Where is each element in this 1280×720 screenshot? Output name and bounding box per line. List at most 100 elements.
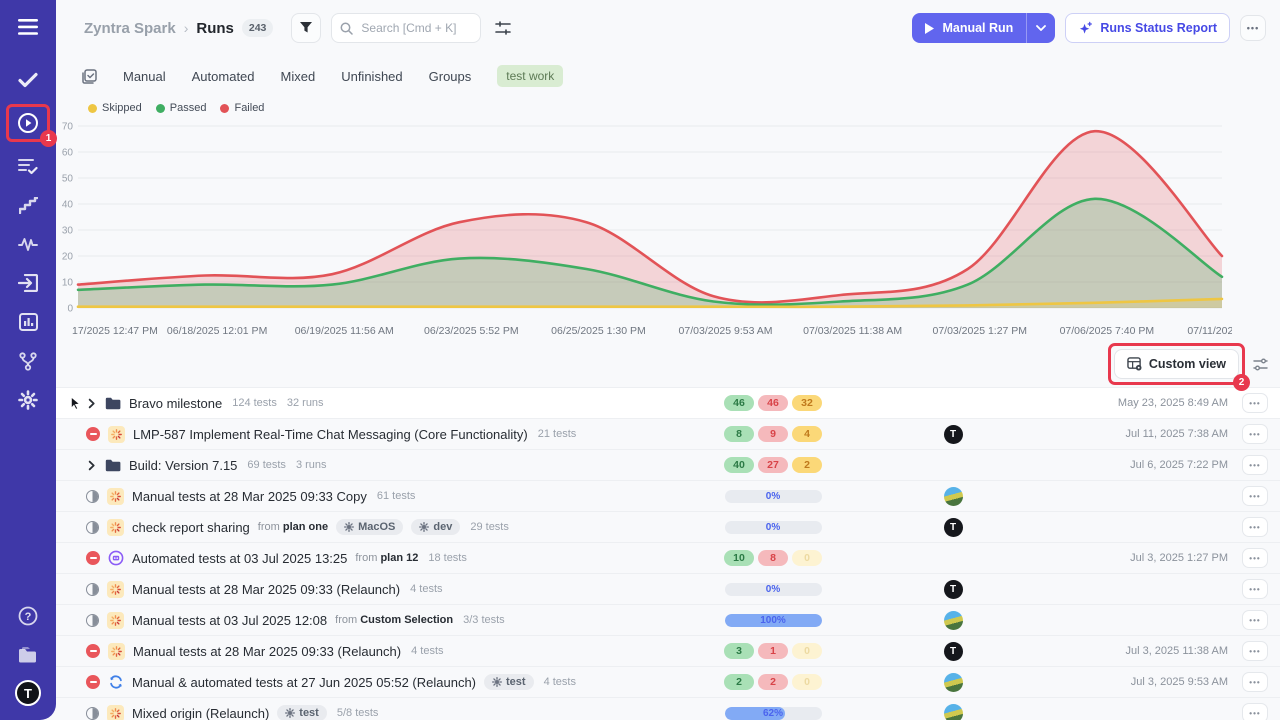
run-meta: 21 tests	[537, 428, 577, 440]
select-runs-icon[interactable]	[82, 68, 97, 84]
row-menu-button[interactable]: •••	[1242, 672, 1268, 692]
table-row[interactable]: LMP-587 Implement Real-Time Chat Messagi…	[56, 419, 1280, 450]
in-progress-status-icon	[86, 582, 99, 596]
table-row[interactable]: Mixed origin (Relaunch) test 5/8 tests 62% •…	[56, 698, 1280, 720]
assignee-avatar	[943, 672, 963, 692]
run-title: Manual tests at 28 Mar 2025 09:33 (Relau…	[133, 643, 402, 659]
table-row[interactable]: Manual & automated tests at 27 Jun 2025 …	[56, 667, 1280, 698]
sidebar-item-activity[interactable]	[10, 229, 46, 259]
assignee-avatar: T	[943, 517, 963, 537]
table-row[interactable]: Bravo milestone 124 tests 32 runs 46 46 32 May…	[56, 388, 1280, 419]
manual-origin-icon	[107, 704, 124, 720]
tab-unfinished[interactable]: Unfinished	[341, 68, 403, 84]
legend-item-passed[interactable]: Passed	[155, 102, 207, 114]
x-tick-label: 07/03/2025 11:38 AM	[803, 325, 903, 337]
skipped-count-badge: 0	[792, 643, 822, 659]
breadcrumb-project[interactable]: Zyntra Spark	[84, 19, 176, 37]
passed-count-badge: 40	[724, 457, 754, 473]
account-avatar[interactable]: T	[15, 680, 41, 706]
sidebar-item-runs[interactable]	[10, 108, 46, 138]
manual-run-dropdown-button[interactable]	[1027, 13, 1055, 43]
tab-automated[interactable]: Automated	[191, 68, 255, 84]
menu-icon[interactable]	[10, 12, 46, 42]
sidebar-item-settings[interactable]	[10, 385, 46, 415]
legend-label: Passed	[169, 102, 207, 114]
progress-bar: 100%	[724, 613, 822, 627]
header-more-button[interactable]: •••	[1240, 15, 1266, 41]
search-input[interactable]	[359, 20, 470, 36]
table-row[interactable]: Manual tests at 03 Jul 2025 12:08 from Cu…	[56, 605, 1280, 636]
sparkles-icon	[1080, 21, 1093, 34]
sidebar-item-requirements[interactable]	[10, 268, 46, 298]
row-menu-button[interactable]: •••	[1242, 579, 1268, 599]
table-row[interactable]: Automated tests at 03 Jul 2025 13:25 from…	[56, 543, 1280, 574]
help-icon[interactable]: ?	[10, 601, 46, 631]
stopped-status-icon	[86, 551, 100, 565]
run-meta: 4 tests	[410, 583, 443, 595]
expand-chevron-icon[interactable]	[86, 460, 97, 471]
table-row[interactable]: check report sharing from plan one MacOS de…	[56, 512, 1280, 543]
run-result: 10 8 0	[718, 550, 828, 566]
skipped-count-badge: 0	[792, 550, 822, 566]
x-tick-label: 07/03/2025 1:27 PM	[932, 325, 1028, 337]
table-row[interactable]: Manual tests at 28 Mar 2025 09:33 (Relau…	[56, 636, 1280, 667]
mouse-cursor-icon	[69, 395, 82, 415]
sidebar-item-tests[interactable]	[10, 65, 46, 95]
filter-tag-test-work[interactable]: test work	[497, 65, 564, 87]
table-toolbar: Custom view 2	[56, 341, 1280, 391]
sidebar-item-milestones[interactable]	[10, 190, 46, 220]
in-progress-status-icon	[86, 520, 99, 534]
legend-item-skipped[interactable]: Skipped	[88, 102, 142, 114]
manual-run-button[interactable]: Manual Run	[912, 13, 1026, 43]
documents-icon[interactable]	[10, 640, 46, 670]
legend-item-failed[interactable]: Failed	[220, 102, 264, 114]
expand-chevron-icon[interactable]	[86, 398, 97, 409]
config-badge: test	[277, 705, 327, 720]
manual-run-split-button: Manual Run	[912, 13, 1056, 43]
search-settings-icon[interactable]	[495, 21, 512, 35]
row-menu-button[interactable]: •••	[1242, 424, 1268, 444]
table-row[interactable]: Manual tests at 28 Mar 2025 09:33 Copy 61…	[56, 481, 1280, 512]
table-settings-icon[interactable]	[1253, 358, 1268, 371]
tab-groups[interactable]: Groups	[428, 68, 472, 84]
run-meta: 4 tests	[543, 676, 576, 688]
row-menu-button[interactable]: •••	[1242, 548, 1268, 568]
gear-icon	[285, 708, 296, 718]
row-menu-button[interactable]: •••	[1242, 610, 1268, 630]
tab-mixed[interactable]: Mixed	[280, 68, 316, 84]
manual-origin-icon	[107, 487, 124, 505]
manual-origin-icon	[108, 642, 125, 660]
row-menu-button[interactable]: •••	[1242, 486, 1268, 506]
runs-table: Bravo milestone 124 tests 32 runs 46 46 32 May…	[56, 387, 1280, 720]
run-title: Manual tests at 28 Mar 2025 09:33 (Relau…	[132, 581, 401, 597]
failed-count-badge: 27	[758, 457, 788, 473]
sidebar-item-test-cases[interactable]	[10, 151, 46, 181]
passed-count-badge: 8	[724, 426, 754, 442]
sidebar-item-reports[interactable]	[10, 307, 46, 337]
row-menu-button[interactable]: •••	[1242, 703, 1268, 720]
table-row[interactable]: Manual tests at 28 Mar 2025 09:33 (Relau…	[56, 574, 1280, 605]
table-row[interactable]: Build: Version 7.15 69 tests 3 runs 40 27 2 Ju…	[56, 450, 1280, 481]
search-box[interactable]	[331, 13, 482, 43]
x-tick-label: 07/03/2025 9:53 AM	[678, 325, 773, 337]
row-menu-button[interactable]: •••	[1242, 393, 1268, 413]
run-avatar-cell: T	[828, 424, 1078, 444]
tab-manual[interactable]: Manual	[123, 68, 166, 84]
area-chart: 0 10 20 30 40 50 60 70	[62, 122, 1224, 315]
row-menu-button[interactable]: •••	[1242, 455, 1268, 475]
failed-count-badge: 9	[758, 426, 788, 442]
row-menu-button[interactable]: •••	[1242, 517, 1268, 537]
failed-count-badge: 46	[758, 395, 788, 411]
gear-icon	[344, 522, 355, 532]
run-info: LMP-587 Implement Real-Time Chat Messagi…	[86, 425, 718, 443]
run-result: 46 46 32	[718, 395, 828, 411]
filter-button[interactable]	[291, 13, 322, 43]
runs-status-report-button[interactable]: Runs Status Report	[1065, 13, 1230, 43]
svg-text:70: 70	[62, 122, 73, 133]
manual-origin-icon	[107, 518, 124, 536]
chart-legend: Skipped Passed Failed	[56, 96, 1280, 120]
svg-text:20: 20	[62, 252, 73, 263]
row-menu-button[interactable]: •••	[1242, 641, 1268, 661]
custom-view-button[interactable]: Custom view	[1113, 349, 1239, 379]
sidebar-item-integrations[interactable]	[10, 346, 46, 376]
